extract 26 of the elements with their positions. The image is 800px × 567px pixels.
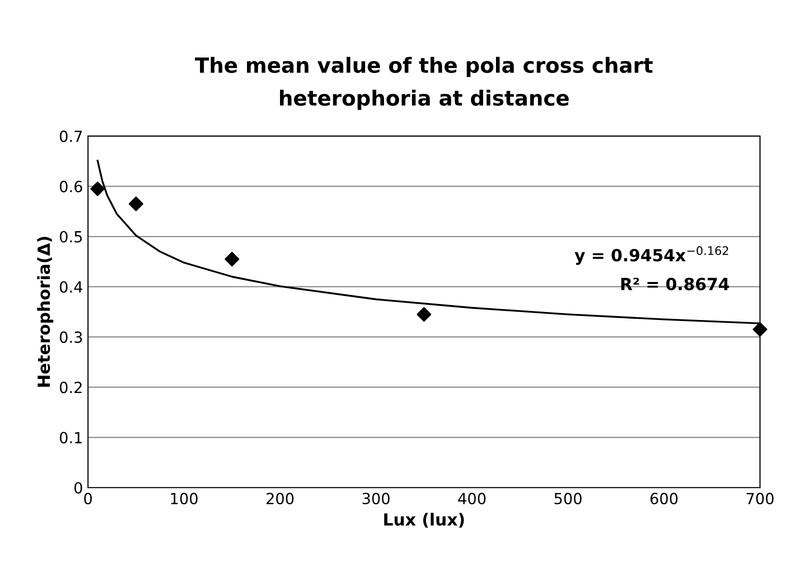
y-axis-title: Heterophoria(Δ) bbox=[37, 236, 54, 387]
chart-title: The mean value of the pola cross chart heterophoria at distance bbox=[194, 56, 653, 110]
x-tick-label: 400 bbox=[458, 492, 486, 504]
y-tick-label: 0.3 bbox=[60, 331, 82, 343]
x-tick-label: 100 bbox=[171, 492, 198, 504]
y-tick-label: 0.1 bbox=[60, 432, 82, 444]
y-tick-label: 0.4 bbox=[60, 281, 82, 293]
x-tick-label: 500 bbox=[554, 492, 582, 504]
y-tick-label: 0.6 bbox=[60, 180, 82, 192]
y-tick-label: 0.5 bbox=[60, 230, 82, 243]
x-tick-label: 0 bbox=[84, 492, 92, 504]
x-tick-label: 600 bbox=[650, 492, 678, 504]
y-tick-label: 0.2 bbox=[60, 382, 82, 394]
point bbox=[416, 307, 432, 322]
point bbox=[128, 196, 144, 212]
point bbox=[224, 252, 240, 266]
x-tick-label: 200 bbox=[266, 492, 294, 504]
point bbox=[90, 182, 105, 196]
y-tick-label: 0 bbox=[74, 482, 82, 494]
point bbox=[752, 322, 768, 337]
x-tick-label: 300 bbox=[362, 492, 390, 504]
annotation: y = 0.9454x$^{−0.162}$ bbox=[574, 246, 728, 265]
annotation: R² = 0.8674 bbox=[621, 278, 729, 290]
y-tick-label: 0.7 bbox=[60, 130, 82, 142]
x-axis-title: Lux (lux) bbox=[384, 512, 464, 528]
x-tick-label: 700 bbox=[746, 492, 774, 504]
